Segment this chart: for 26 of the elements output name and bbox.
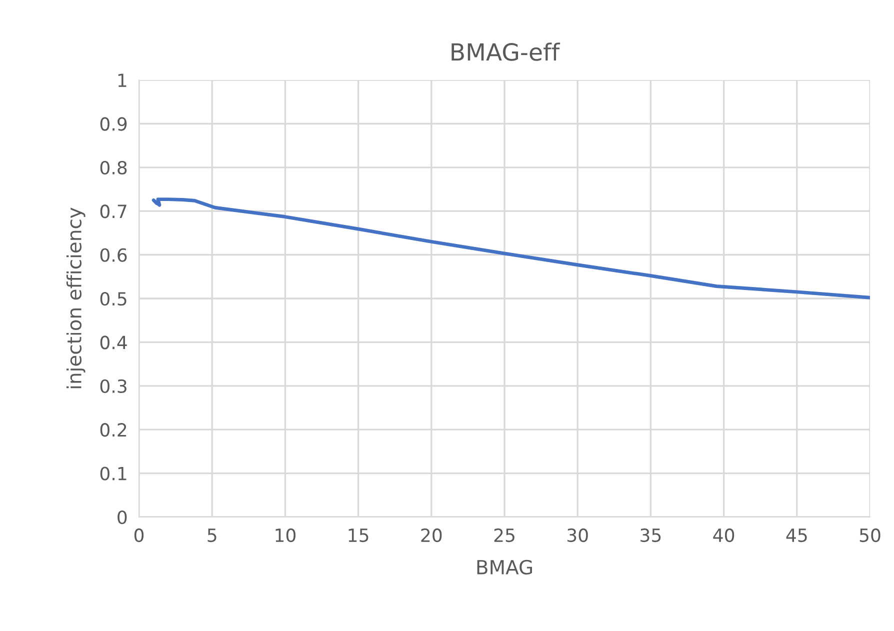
y-tick-label: 1 — [118, 74, 126, 87]
y-tick-label: 0.2 — [100, 423, 126, 437]
x-tick-label: 45 — [786, 528, 807, 542]
y-tick-label: 0.7 — [100, 204, 126, 218]
y-tick-label: 0.5 — [100, 292, 126, 306]
y-tick-label: 0.8 — [100, 160, 127, 175]
y-tick-label: 0.4 — [100, 336, 127, 350]
x-tick-label: 20 — [421, 528, 442, 542]
x-axis-title: BMAG — [477, 560, 532, 575]
line-series — [152, 198, 870, 300]
x-tick-label: 35 — [640, 528, 661, 542]
x-tick-label: 50 — [860, 528, 880, 542]
y-tick-label: 0.6 — [100, 248, 127, 262]
x-tick-label: 10 — [276, 528, 296, 542]
y-tick-label: 0.3 — [100, 379, 126, 394]
y-tick-label: 0.9 — [100, 117, 127, 131]
x-tick-label: 0 — [134, 528, 144, 542]
x-tick-label: 40 — [713, 528, 734, 542]
x-tick-label: 25 — [494, 528, 514, 542]
x-tick-label: 15 — [348, 528, 368, 542]
chart-title: BMAG-eff — [452, 42, 560, 61]
y-tick-label: 0.1 — [100, 466, 126, 480]
x-tick-label: 30 — [567, 528, 588, 542]
x-tick-label: 5 — [208, 528, 216, 542]
y-tick-label: 0 — [118, 510, 127, 524]
y-axis-title: injection efficiency — [66, 208, 86, 388]
